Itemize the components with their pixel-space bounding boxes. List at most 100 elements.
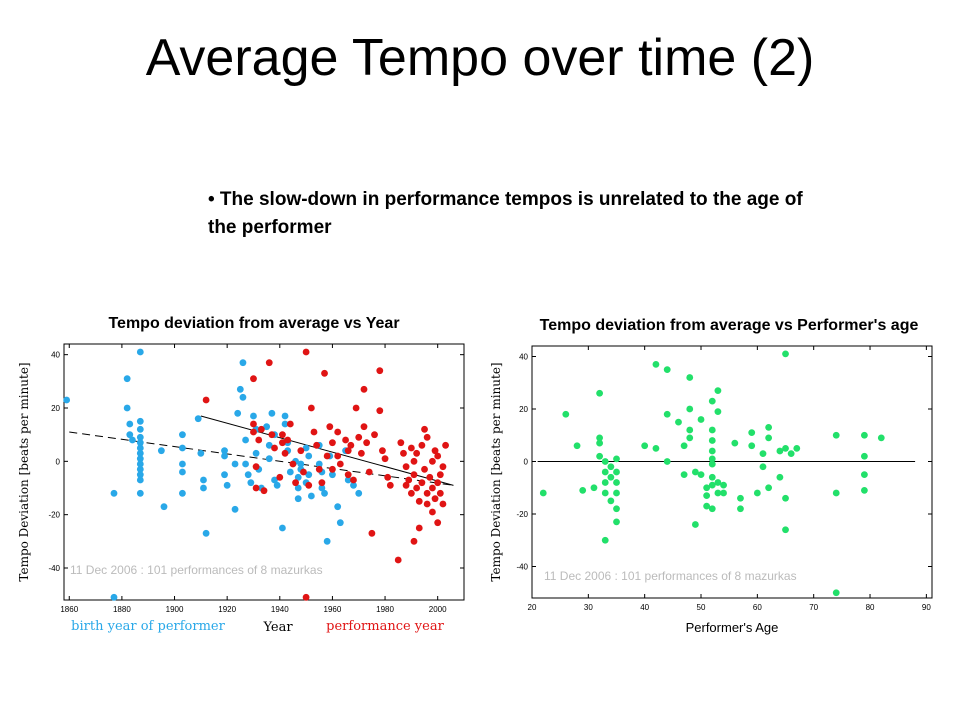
- data-point: [244, 471, 252, 479]
- data-point: [318, 479, 326, 487]
- data-point: [179, 468, 186, 476]
- data-point: [439, 500, 447, 508]
- data-point: [429, 508, 436, 516]
- data-point: [123, 404, 131, 412]
- data-point: [252, 463, 260, 471]
- x-tick-label: 1880: [113, 605, 131, 614]
- data-point: [601, 468, 609, 476]
- data-point: [242, 460, 249, 468]
- data-point: [300, 468, 307, 476]
- data-point: [708, 437, 716, 444]
- data-point: [223, 481, 231, 489]
- data-point: [402, 463, 410, 471]
- data-point: [442, 441, 449, 449]
- data-point: [357, 449, 365, 457]
- data-point: [197, 449, 205, 457]
- data-point: [601, 458, 609, 465]
- data-point: [136, 444, 144, 452]
- data-point: [221, 447, 228, 455]
- data-point: [355, 433, 363, 441]
- chart-year: Tempo deviation from average vs Year 186…: [17, 315, 465, 635]
- data-point: [365, 468, 373, 476]
- data-point: [663, 410, 671, 418]
- data-point: [315, 465, 323, 473]
- x-tick-label: 1900: [166, 605, 184, 614]
- data-point: [703, 492, 711, 500]
- data-point: [607, 473, 615, 481]
- data-point: [431, 495, 439, 503]
- data-point: [136, 348, 144, 356]
- data-point: [434, 452, 442, 460]
- y-tick-label: 20: [51, 404, 60, 413]
- axis-ticks: 20 30 40 50 60 70 80 90 -40 -20 0 20 40: [516, 346, 932, 612]
- data-point: [200, 484, 207, 492]
- y-tick-label: 40: [51, 351, 60, 360]
- data-point: [708, 447, 716, 455]
- data-point: [286, 420, 294, 428]
- data-point: [680, 471, 688, 479]
- data-point: [686, 374, 694, 381]
- data-point: [613, 468, 620, 476]
- data-point: [179, 460, 186, 468]
- data-point: [793, 444, 801, 452]
- data-point: [279, 431, 286, 439]
- data-point: [607, 463, 615, 471]
- data-point: [703, 484, 711, 492]
- data-point: [413, 484, 421, 492]
- data-point: [431, 447, 439, 455]
- data-point: [708, 426, 716, 434]
- data-point: [400, 449, 407, 457]
- data-point: [860, 452, 868, 460]
- data-point: [250, 412, 257, 420]
- data-point: [136, 489, 144, 497]
- data-point: [250, 420, 257, 428]
- data-point: [294, 473, 302, 481]
- data-point: [407, 489, 415, 497]
- data-point: [231, 460, 239, 468]
- y-tick-label: 0: [524, 458, 529, 467]
- data-point: [415, 524, 423, 532]
- data-point: [221, 471, 228, 479]
- x-tick-label: 70: [809, 603, 818, 612]
- data-point: [686, 426, 694, 434]
- data-point: [350, 481, 357, 489]
- data-point: [136, 465, 144, 473]
- data-point: [289, 460, 297, 468]
- x-axis-label-birth: birth year of performer: [71, 619, 225, 634]
- data-point: [708, 460, 716, 468]
- data-point: [326, 423, 334, 431]
- data-point: [753, 489, 761, 497]
- data-point: [601, 479, 609, 486]
- data-point: [334, 452, 342, 460]
- data-point: [265, 441, 273, 449]
- chart-annotation: 11 Dec 2006 : 101 performances of 8 mazu…: [544, 569, 797, 583]
- data-point: [284, 436, 292, 444]
- data-point: [323, 452, 331, 460]
- data-point: [310, 428, 318, 436]
- data-point: [601, 536, 609, 544]
- data-point: [279, 524, 286, 532]
- data-point: [860, 431, 868, 439]
- data-point: [315, 460, 323, 468]
- data-point: [579, 486, 587, 494]
- data-point: [652, 360, 660, 368]
- x-tick-label: 1960: [324, 605, 342, 614]
- data-point: [405, 476, 413, 484]
- data-point: [423, 500, 431, 508]
- data-point: [418, 441, 426, 449]
- data-point: [641, 442, 649, 450]
- data-point: [418, 479, 426, 487]
- data-point: [596, 434, 604, 442]
- data-point: [268, 431, 276, 439]
- data-point: [294, 484, 302, 492]
- data-point: [832, 431, 840, 439]
- x-tick-label: 80: [866, 603, 875, 612]
- data-point: [596, 452, 604, 460]
- data-point: [691, 468, 699, 476]
- data-point: [410, 457, 418, 465]
- data-point: [334, 428, 342, 436]
- chart-title: Tempo deviation from average vs Performe…: [540, 317, 919, 334]
- data-point: [239, 359, 247, 367]
- data-point: [782, 350, 789, 358]
